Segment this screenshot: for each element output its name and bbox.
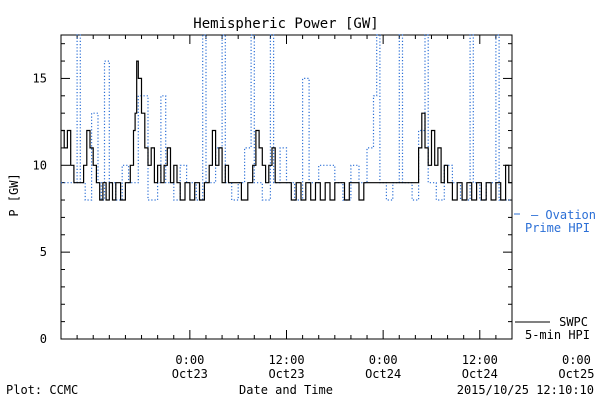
legend-swpc-line2: 5-min HPI: [525, 328, 590, 342]
legend-swpc-line1: SWPC: [559, 315, 588, 329]
x-tick-label-date: Oct23: [268, 367, 304, 381]
y-tick-label: 15: [33, 71, 47, 85]
x-axis-label: Date and Time: [239, 383, 333, 397]
x-tick-label-date: Oct24: [365, 367, 401, 381]
y-tick-label: 5: [40, 245, 47, 259]
x-axis: 0:00Oct2312:00Oct230:00Oct2412:00Oct240:…: [60, 35, 594, 381]
legend-ovation-line1: — Ovation: [531, 208, 596, 222]
series-layer: [61, 34, 512, 201]
x-tick-label-date: Oct25: [558, 367, 594, 381]
footer-right: 2015/10/25 12:10:10: [457, 383, 594, 397]
y-tick-label: 0: [40, 332, 47, 346]
series-ovation-line: [61, 34, 512, 201]
y-axis-label: P [GW]: [7, 173, 21, 216]
chart-title: Hemispheric Power [GW]: [193, 16, 378, 32]
x-tick-label-time: 0:00: [369, 353, 398, 367]
legend-ovation-line2: Prime HPI: [525, 221, 590, 235]
x-tick-label-time: 0:00: [175, 353, 204, 367]
x-tick-label-time: 12:00: [268, 353, 304, 367]
x-tick-label-time: 0:00: [562, 353, 591, 367]
x-tick-label-date: Oct23: [172, 367, 208, 381]
series-swpc-line: [61, 60, 512, 201]
x-tick-label-time: 12:00: [462, 353, 498, 367]
footer-left: Plot: CCMC: [6, 383, 78, 397]
y-tick-label: 10: [33, 158, 47, 172]
x-tick-label-date: Oct24: [462, 367, 498, 381]
legend: — Ovation Prime HPI SWPC 5-min HPI: [514, 208, 596, 342]
